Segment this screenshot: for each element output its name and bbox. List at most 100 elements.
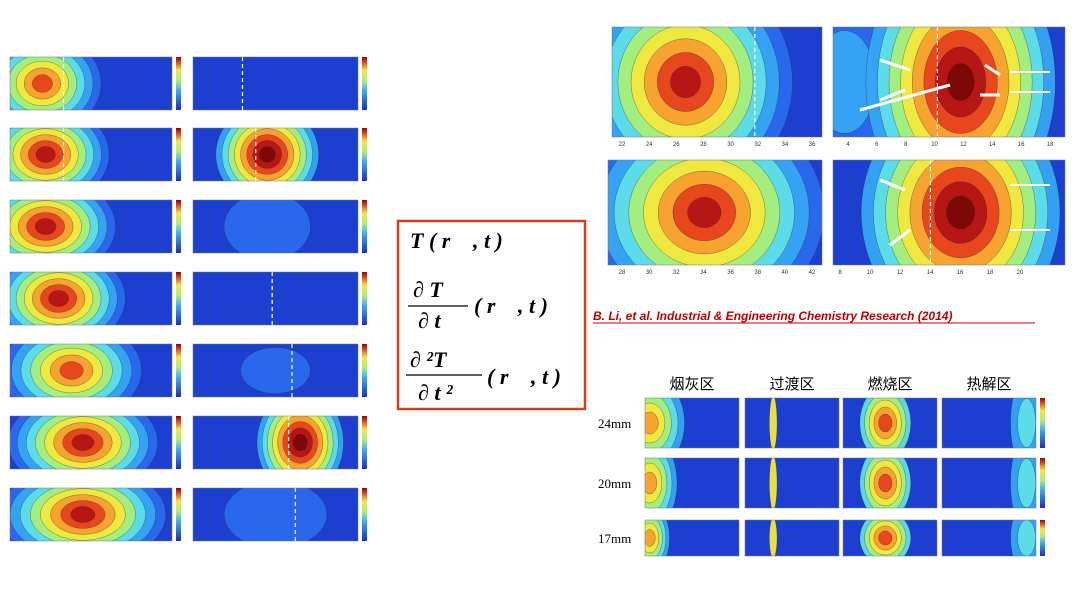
x-tick-label: 12 [960, 142, 967, 148]
frame [192, 127, 359, 182]
frame [192, 56, 359, 111]
heatmap [223, 200, 311, 253]
contour [223, 200, 311, 253]
x-tick-label: 16 [1018, 142, 1025, 148]
frame [192, 343, 359, 398]
heatmap-bg [193, 272, 358, 325]
heatmap [859, 458, 911, 508]
x-tick-label: 30 [727, 142, 734, 148]
contour [670, 66, 701, 98]
x-tick-label: 8 [904, 142, 908, 148]
contour [32, 74, 53, 93]
contour [878, 473, 893, 493]
contour [34, 218, 57, 235]
flow-arrow [984, 63, 1001, 77]
heatmap [1010, 398, 1036, 448]
contour [946, 195, 975, 230]
contour [769, 458, 778, 508]
heatmap [10, 200, 116, 253]
heatmap [10, 128, 110, 181]
x-tick-label: 34 [782, 142, 789, 148]
column-header: 燃烧区 [867, 375, 912, 393]
heatmap [612, 27, 793, 137]
arguments: ( r⃗ , t ) [487, 364, 561, 389]
heatmap-bg [745, 520, 839, 556]
contour [48, 290, 69, 307]
x-tick-label: 18 [1047, 142, 1054, 148]
contour [769, 398, 778, 448]
heatmap [223, 488, 328, 541]
x-tick-label: 24 [646, 142, 653, 148]
contour [687, 197, 722, 228]
x-tick-label: 20 [1017, 270, 1024, 276]
frame [644, 397, 740, 449]
x-tick-label: 10 [867, 270, 874, 276]
heatmap-bg [193, 57, 358, 110]
colorbar [176, 272, 181, 325]
heatmap [10, 488, 167, 541]
x-tick-label: 10 [931, 142, 938, 148]
contour [59, 361, 84, 380]
heatmap [645, 520, 670, 556]
flow-arrow [889, 228, 911, 247]
frame [842, 457, 938, 509]
colorbar [362, 344, 367, 397]
frame [192, 271, 359, 326]
x-tick-label: 22 [619, 142, 626, 148]
flow-arrow [879, 58, 911, 72]
contour [258, 146, 276, 163]
contour [946, 63, 975, 101]
contour [292, 434, 308, 451]
heatmap-bg [745, 458, 839, 508]
x-tick-label: 30 [646, 270, 653, 276]
column-header: 过渡区 [769, 375, 814, 393]
heatmap [645, 398, 685, 448]
heatmap [10, 416, 158, 469]
formula: T ( r⃗ , t ) [410, 228, 503, 253]
heatmap [240, 347, 311, 394]
colorbar [1040, 458, 1045, 508]
heatmap [215, 128, 319, 181]
frame [9, 271, 173, 326]
contour [70, 506, 96, 523]
colorbar [176, 200, 181, 253]
column-header: 热解区 [966, 375, 1011, 393]
heatmap [1010, 458, 1036, 508]
x-tick-label: 4 [846, 142, 850, 148]
x-tick-label: 42 [809, 270, 816, 276]
x-tick-label: 36 [809, 142, 816, 148]
heatmap [608, 160, 822, 265]
contour [1017, 398, 1036, 448]
heatmap [859, 520, 911, 556]
frame [9, 127, 173, 182]
colorbar [362, 416, 367, 469]
heatmap [10, 272, 126, 325]
frame [842, 397, 938, 449]
contour [71, 434, 95, 451]
heatmap [859, 398, 911, 448]
frame [9, 56, 173, 111]
frame [9, 487, 173, 542]
frame [611, 26, 823, 138]
heatmaps: 22 24 26 28 30 32 34 36 4 6 8 10 12 14 16 18 28 30 32 34 36 3… [9, 26, 1066, 557]
colorbar [362, 57, 367, 110]
heatmap [769, 520, 778, 556]
heatmap [861, 160, 1061, 265]
row-label: 20mm [598, 476, 631, 491]
frame [941, 457, 1037, 509]
denominator: ∂ t [418, 308, 441, 333]
heatmap-bg [745, 398, 839, 448]
frame [832, 26, 1066, 138]
contour [35, 146, 56, 163]
colorbar [176, 128, 181, 181]
contour [240, 347, 311, 394]
frame [842, 519, 938, 557]
x-tick-label: 14 [989, 142, 996, 148]
citation: B. Li, et al. Industrial & Engineering C… [593, 309, 952, 323]
colorbar [176, 416, 181, 469]
x-tick-label: 32 [754, 142, 761, 148]
heatmap [256, 416, 344, 469]
contour [1017, 458, 1036, 508]
frame [192, 487, 359, 542]
